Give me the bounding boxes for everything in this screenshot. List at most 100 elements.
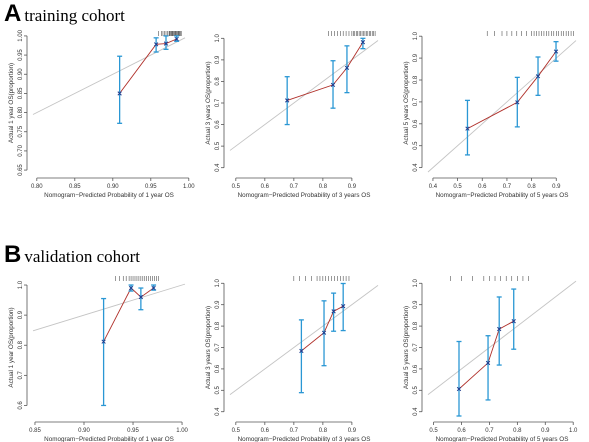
y-tick-label: 0.7 [215,98,221,107]
ideal-reference-line [229,285,379,395]
y-tick-label: 1.00 [18,29,24,41]
x-tick-label: 0.95 [145,184,157,190]
x-tick-label: 0.7 [503,184,512,190]
x-tick-label: 0.9 [348,184,357,190]
data-point-marker [331,309,336,314]
x-tick-label: 0.6 [457,428,466,434]
y-axis-title: Actual 3 years OS(proportion) [205,306,212,389]
x-tick-label: 0.5 [232,428,241,434]
y-tick-label: 0.5 [215,385,221,394]
x-tick-label: 0.95 [127,428,139,434]
ideal-reference-line [229,40,379,151]
ideal-reference-line [427,280,577,395]
y-tick-label: 0.95 [18,49,24,61]
y-tick-label: 0.8 [215,321,221,330]
data-point-marker [515,100,520,105]
ideal-reference-line [32,283,186,332]
y-tick-label: 0.8 [18,340,24,349]
x-tick-label: 0.6 [478,184,487,190]
data-point-marker [153,42,159,47]
section-a-title: training cohort [24,6,125,25]
y-tick-label: 0.70 [18,144,24,156]
x-axis-title: Nomogram−Predicted Probability of 3 year… [238,192,371,199]
x-tick-label: 1.00 [183,184,195,190]
y-tick-label: 0.7 [413,97,419,106]
data-point-marker [456,386,462,392]
x-tick-label: 0.90 [107,184,119,190]
x-tick-label: 0.8 [319,428,328,434]
y-axis-title: Actual 5 years OS(proportion) [403,61,410,144]
y-axis-title: Actual 1 year OS(proportion) [8,63,15,143]
y-tick-label: 0.85 [18,87,24,99]
y-tick-label: 0.6 [413,119,419,128]
data-point-marker [101,339,106,344]
x-tick-label: 1.0 [569,428,578,434]
y-tick-label: 0.9 [215,55,221,64]
y-tick-label: 0.80 [18,106,24,118]
y-tick-label: 0.4 [215,163,221,172]
x-axis-title: Nomogram−Predicted Probability of 3 year… [238,436,371,442]
data-point-marker [321,330,327,335]
x-tick-label: 0.7 [290,184,299,190]
calibration-curve [458,320,514,390]
x-tick-label: 0.9 [552,184,561,190]
y-tick-label: 0.7 [215,343,221,352]
section-b-letter: B [4,241,22,268]
data-point-marker [151,285,156,291]
y-tick-label: 0.5 [413,385,419,394]
x-axis-title: Nomogram−Predicted Probability of 5 year… [436,192,569,199]
x-tick-label: 0.7 [485,428,494,434]
x-tick-label: 1.00 [176,428,188,434]
data-point-marker [341,304,346,309]
y-tick-label: 0.8 [215,77,221,86]
data-point-marker [511,319,516,324]
y-tick-label: 1.0 [413,31,419,40]
data-point-marker [117,91,122,96]
calibration-curve [103,287,154,342]
data-point-marker [128,285,134,291]
x-tick-label: 0.4 [429,184,438,190]
data-point-marker [497,326,502,332]
y-tick-label: 1.0 [18,280,24,289]
y-tick-label: 0.7 [413,343,419,352]
data-point-marker [485,360,491,366]
y-tick-label: 1.0 [215,278,221,287]
y-tick-label: 0.8 [413,321,419,330]
y-tick-label: 0.4 [413,407,419,416]
calibration-curve [119,38,177,94]
y-tick-label: 0.9 [18,310,24,319]
y-tick-label: 0.5 [215,141,221,150]
x-axis-title: Nomogram−Predicted Probability of 1 year… [44,192,174,199]
data-point-marker [535,74,541,79]
x-tick-label: 0.8 [513,428,522,434]
calibration-curve [467,51,557,129]
y-axis-title: Actual 1 year OS(proportion) [8,307,15,387]
y-tick-label: 1.0 [215,33,221,42]
ideal-reference-line [427,40,577,173]
x-tick-label: 0.85 [29,428,41,434]
data-point-marker [138,294,144,300]
data-point-marker [299,348,304,354]
y-tick-label: 0.6 [215,364,221,373]
y-tick-label: 0.65 [18,164,24,176]
data-point-marker [163,41,169,46]
data-point-marker [553,49,559,54]
x-axis-title: Nomogram−Predicted Probability of 5 year… [436,436,569,442]
y-tick-label: 0.9 [215,300,221,309]
x-tick-label: 0.6 [261,184,270,190]
y-tick-label: 0.9 [413,300,419,309]
data-point-marker [360,40,366,45]
y-axis-title: Actual 3 years OS(proportion) [205,61,212,144]
y-tick-label: 0.7 [18,371,24,380]
y-tick-label: 0.75 [18,125,24,137]
y-tick-label: 0.6 [413,364,419,373]
x-tick-label: 0.8 [319,184,328,190]
y-tick-label: 0.90 [18,68,24,80]
x-axis-title: Nomogram−Predicted Probability of 1 year… [44,436,174,442]
